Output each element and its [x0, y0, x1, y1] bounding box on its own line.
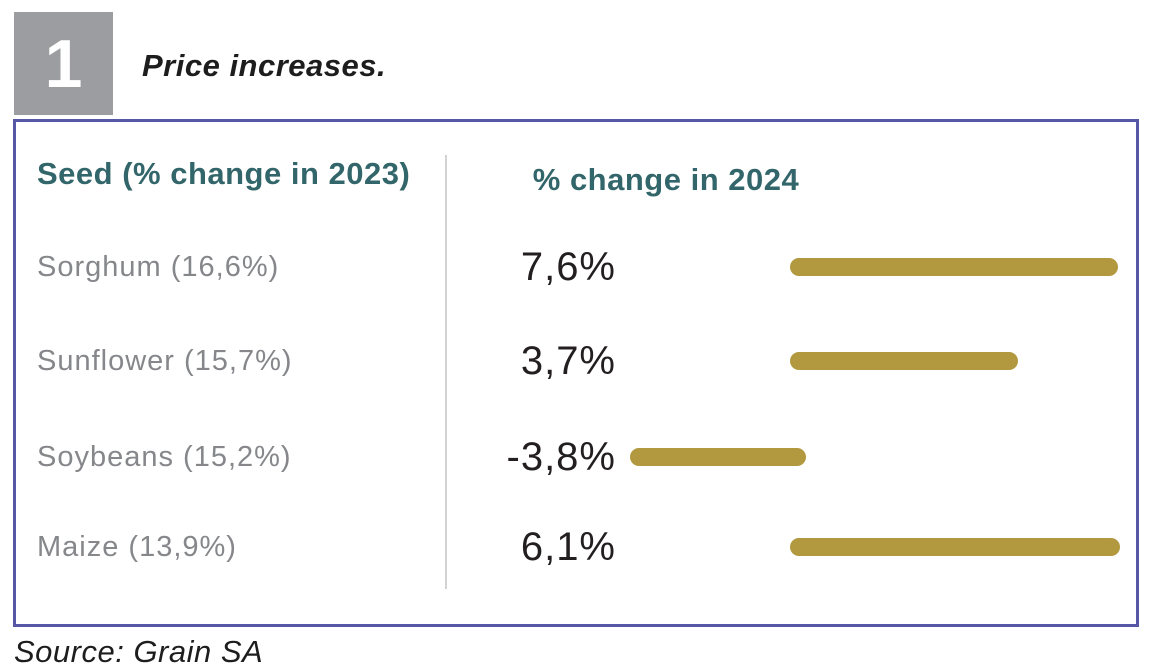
- figure-number: 1: [44, 25, 83, 102]
- source-text: Source: Grain SA: [14, 634, 264, 669]
- column-header-seed: Seed (% change in 2023): [37, 156, 411, 191]
- chart-panel: Seed (% change in 2023) % change in 2024…: [13, 119, 1139, 627]
- row-label-maize: Maize (13,9%): [37, 531, 237, 563]
- row-value-sunflower: 3,7%: [520, 339, 616, 383]
- figure-title: Price increases.: [142, 48, 387, 83]
- row-bar-soybeans: [630, 448, 806, 466]
- row-value-soybeans: -3,8%: [506, 435, 616, 479]
- figure-number-box: 1: [14, 12, 113, 115]
- row-label-sorghum: Sorghum (16,6%): [37, 251, 280, 283]
- column-header-change-2024: % change in 2024: [532, 162, 800, 197]
- row-value-maize: 6,1%: [520, 525, 616, 569]
- column-divider: [445, 155, 447, 589]
- row-bar-maize: [790, 538, 1120, 556]
- row-label-sunflower: Sunflower (15,7%): [37, 345, 293, 377]
- row-bar-sunflower: [790, 352, 1018, 370]
- row-value-sorghum: 7,6%: [520, 245, 616, 289]
- row-bar-sorghum: [790, 258, 1118, 276]
- row-label-soybeans: Soybeans (15,2%): [37, 441, 292, 473]
